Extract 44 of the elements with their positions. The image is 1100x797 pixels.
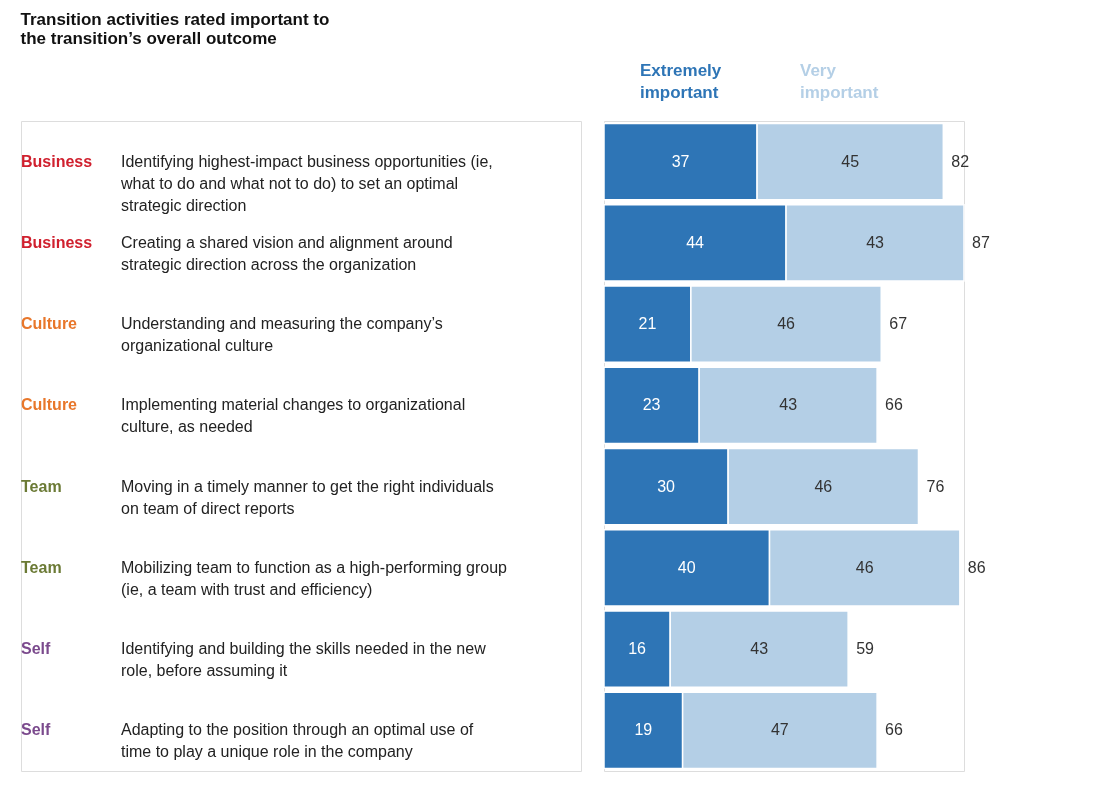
- data-label: 47: [770, 721, 789, 739]
- total-label: 76: [926, 477, 945, 495]
- data-label: 46: [777, 315, 796, 333]
- text: Transition activities rated important to: [20, 9, 330, 29]
- data-label: 37: [671, 152, 690, 170]
- y-tick-label: Identifying highest-impact business opportunities (ie, what to do and what not to do) to set an optimal strategic direction: [120, 152, 493, 214]
- total-label: 82: [951, 152, 970, 170]
- data-label: 46: [855, 558, 874, 576]
- total-label: 67: [889, 315, 908, 333]
- y-tick-label: Implementing material changes to organizational culture, as needed: [121, 396, 466, 436]
- text: Culture: [21, 396, 78, 414]
- text: Team: [21, 558, 62, 576]
- text: Business: [21, 152, 93, 170]
- data-label: 43: [866, 233, 885, 251]
- data-label: 30: [657, 477, 676, 495]
- data-label: 19: [634, 721, 653, 739]
- total-label: 66: [885, 396, 903, 414]
- text: Culture: [21, 315, 78, 333]
- text: Self: [21, 721, 52, 739]
- y-tick-label: Understanding and measuring the company’s organizational culture: [121, 315, 443, 355]
- data-label: 16: [628, 640, 647, 658]
- y-tick-label: Moving in a timely manner to get the right individuals on team of direct reports: [121, 477, 494, 517]
- data-label: 40: [677, 558, 696, 576]
- text: Team: [21, 477, 62, 495]
- total-label: 66: [885, 721, 903, 739]
- text: Self: [21, 640, 52, 658]
- total-label: 86: [967, 558, 986, 576]
- series-label: Very important: [800, 61, 879, 102]
- data-label: 46: [814, 477, 833, 495]
- data-label: 43: [750, 640, 769, 658]
- data-label: 21: [638, 315, 657, 333]
- y-tick-label: Mobilizing team to function as a high-performing group (ie, a team with trust and efficiency): [121, 558, 508, 598]
- text: the transition’s overall outcome: [20, 28, 277, 48]
- data-label: 43: [779, 396, 798, 414]
- data-label: 45: [841, 152, 860, 170]
- data-label: 44: [686, 233, 705, 251]
- total-label: 59: [856, 640, 875, 658]
- data-label: 23: [642, 396, 661, 414]
- total-label: 87: [972, 233, 990, 251]
- y-tick-label: Identifying and building the skills needed in the new role, before assuming it: [121, 640, 487, 680]
- text: Business: [21, 233, 93, 251]
- y-tick-label: Adapting to the position through an optimal use of time to play a unique role in the company: [121, 721, 474, 761]
- y-tick-label: Creating a shared vision and alignment around strategic direction across the organization: [121, 233, 453, 273]
- series-label: Extremely important: [640, 61, 722, 102]
